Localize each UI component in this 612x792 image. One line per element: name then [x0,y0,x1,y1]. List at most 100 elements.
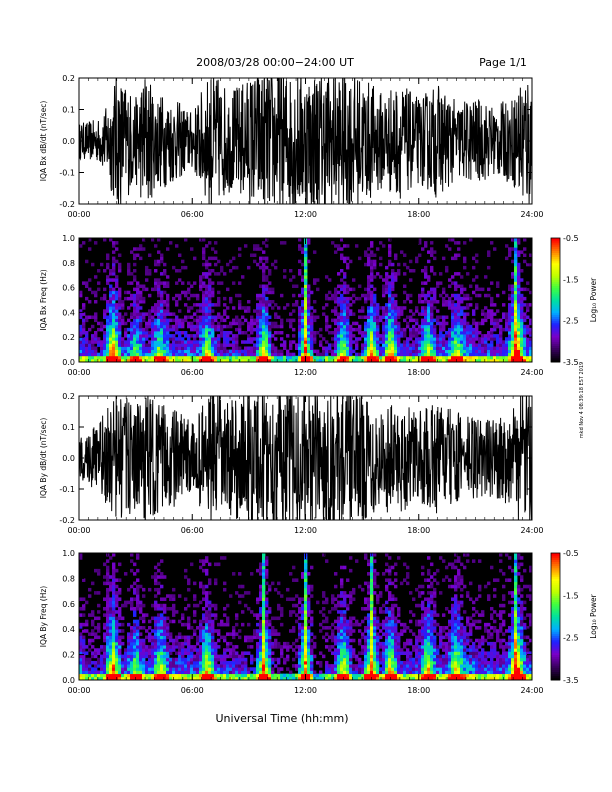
heatmap-cell [133,664,137,668]
heatmap-cell [124,648,128,652]
heatmap-cell [175,664,179,668]
heatmap-cell [205,610,209,614]
heatmap-cell [388,275,392,279]
heatmap-cell [106,553,110,557]
heatmap-cell [385,337,389,341]
heatmap-cell [223,331,227,335]
heatmap-cell [112,241,116,245]
heatmap-cell [280,352,284,357]
heatmap-cell [94,318,98,323]
heatmap-cell [157,250,161,254]
heatmap-cell [376,340,380,344]
heatmap-cell [271,676,275,680]
heatmap-cell [307,641,311,646]
heatmap-cell [241,349,245,354]
heatmap-cell [244,309,248,313]
heatmap-cell [364,355,368,360]
heatmap-cell [490,327,494,332]
heatmap-cell [268,290,272,295]
heatmap-cell [172,660,176,665]
heatmap-cell [517,253,521,257]
heatmap-cell [514,324,518,329]
heatmap-cell [484,306,488,310]
heatmap-cell [265,337,269,341]
heatmap-cell [157,619,161,624]
heatmap-cell [232,629,236,633]
heatmap-cell [160,613,164,617]
heatmap-cell [298,654,302,659]
heatmap-cell [523,346,527,350]
heatmap-cell [385,275,389,279]
heatmap-cell [490,321,494,326]
heatmap-cell [235,337,239,341]
heatmap-cell [508,334,512,338]
heatmap-cell [241,331,245,335]
heatmap-cell [127,346,131,350]
heatmap-cell [118,667,122,671]
heatmap-cell [88,287,92,292]
heatmap-cell [160,638,164,643]
heatmap-cell [280,673,284,678]
heatmap-cell [520,315,524,319]
heatmap-cell [382,312,386,316]
heatmap-cell [169,352,173,357]
heatmap-cell [442,256,446,261]
heatmap-cell [424,272,428,276]
heatmap-cell [412,346,416,350]
heatmap-cell [205,293,209,298]
heatmap-cell [106,581,110,586]
heatmap-cell [517,284,521,288]
heatmap-cell [184,340,188,344]
heatmap-cell [376,272,380,276]
heatmap-cell [88,315,92,319]
heatmap-cell [262,265,266,270]
heatmap-cell [403,340,407,344]
heatmap-cell [211,340,215,344]
heatmap-cell [523,303,527,307]
heatmap-cell [208,638,212,643]
heatmap-cell [319,610,323,614]
heatmap-cell [232,626,236,630]
heatmap-cell [205,265,209,270]
heatmap-cell [163,318,167,323]
heatmap-cell [148,648,152,652]
heatmap-cell [364,343,368,347]
heatmap-cell [484,315,488,319]
heatmap-cell [145,673,149,678]
heatmap-cell [199,281,203,285]
heatmap-cell [433,337,437,341]
heatmap-cell [106,352,110,357]
heatmap-cell [115,660,119,665]
heatmap-cell [349,334,353,338]
heatmap-cell [448,331,452,335]
heatmap-cell [142,312,146,316]
heatmap-cell [238,293,242,298]
heatmap-cell [94,300,98,304]
heatmap-cell [259,654,263,659]
heatmap-cell [109,626,113,630]
heatmap-cell [262,572,266,576]
heatmap-cell [526,358,530,362]
heatmap-cell [427,318,431,323]
heatmap-cell [127,327,131,332]
heatmap-cell [154,629,158,633]
heatmap-cell [337,340,341,344]
heatmap-cell [127,600,131,605]
heatmap-cell [130,660,134,665]
heatmap-cell [118,324,122,329]
heatmap-cell [517,293,521,298]
heatmap-cell [451,352,455,357]
heatmap-cell [355,358,359,362]
heatmap-cell [112,660,116,665]
heatmap-cell [271,626,275,630]
heatmap-cell [208,256,212,261]
heatmap-cell [91,324,95,329]
heatmap-cell [187,309,191,313]
heatmap-cell [142,651,146,655]
heatmap-cell [208,284,212,288]
heatmap-cell [520,340,524,344]
heatmap-cell [271,629,275,633]
heatmap-cell [259,355,263,360]
heatmap-cell [340,327,344,332]
heatmap-cell [136,343,140,347]
